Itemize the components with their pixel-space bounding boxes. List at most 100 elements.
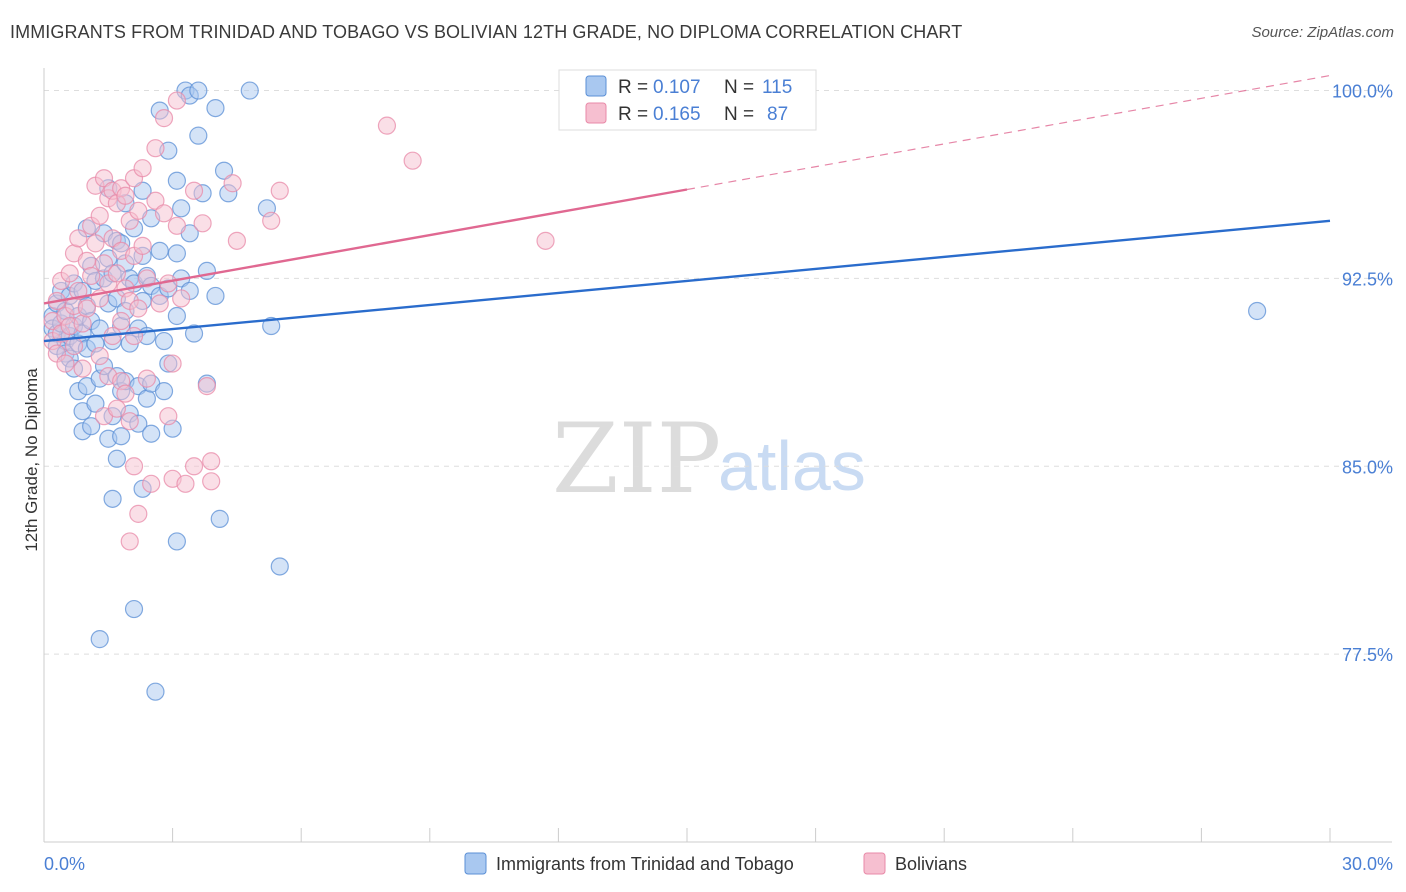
pink-point	[116, 384, 135, 403]
pink-point	[227, 231, 246, 250]
pink-point	[142, 474, 161, 493]
legend-n-value-blue: 115	[762, 77, 792, 98]
bottom-legend-label-pink: Bolivians	[895, 854, 967, 874]
blue-point	[107, 449, 126, 468]
pink-point	[133, 236, 152, 255]
bottom-legend-swatch-pink	[863, 852, 886, 875]
blue-point	[154, 382, 174, 401]
pink-point	[154, 109, 174, 128]
watermark-atlas: atlas	[718, 427, 866, 505]
pink-point	[197, 377, 216, 396]
pink-point	[129, 201, 148, 220]
pink-point	[167, 216, 186, 235]
pink-point	[184, 181, 204, 200]
x-tick-label-min: 0.0%	[44, 854, 85, 874]
y-tick-label: 77.5%	[1342, 645, 1393, 665]
legend-r-label-pink: R =	[618, 104, 648, 125]
legend-r-value-blue: 0.107	[653, 77, 701, 98]
pink-trend-line	[43, 188, 688, 305]
blue-trend-line	[43, 219, 1331, 343]
pink-point	[129, 504, 148, 523]
pink-point	[69, 281, 88, 301]
blue-point	[214, 161, 234, 180]
blue-point	[189, 126, 208, 145]
pink-point	[129, 299, 148, 318]
blue-point	[103, 489, 122, 508]
pink-point	[163, 354, 182, 373]
pink-point	[202, 452, 221, 471]
watermark-zip: ZIP	[552, 403, 721, 515]
blue-point	[210, 509, 229, 528]
pink-point	[172, 289, 191, 308]
blue-point	[262, 316, 281, 336]
pink-point	[184, 457, 204, 476]
bottom-legend-label-blue: Immigrants from Trinidad and Tobago	[496, 854, 794, 874]
pink-point	[64, 336, 84, 356]
legend-swatch-blue	[585, 75, 607, 97]
pink-point	[137, 369, 156, 388]
pink-point	[202, 472, 221, 491]
y-tick-label: 85.0%	[1342, 457, 1393, 477]
pink-point	[90, 206, 109, 225]
blue-point	[124, 599, 144, 619]
pink-point	[176, 474, 195, 493]
blue-point	[206, 286, 225, 306]
grid	[44, 90, 1392, 655]
blue-point	[142, 424, 161, 443]
pink-point	[82, 266, 101, 286]
blue-point	[167, 532, 186, 551]
trend-lines	[43, 74, 1331, 343]
legend-swatch-pink	[585, 102, 607, 124]
pink-point	[159, 407, 178, 426]
watermark: ZIP atlas	[552, 403, 866, 515]
blue-point	[167, 244, 186, 263]
pink-point	[193, 214, 212, 233]
y-tick-labels: 77.5% 85.0% 92.5% 100.0%	[1332, 82, 1393, 666]
pink-point	[86, 234, 105, 253]
legend-n-value-pink: 87	[767, 104, 788, 125]
legend-n-label-blue: N =	[724, 77, 754, 98]
blue-point	[90, 630, 109, 649]
pink-point	[154, 204, 174, 223]
bottom-legend-swatch-blue	[464, 852, 487, 875]
blue-point	[184, 324, 204, 343]
pink-point	[73, 314, 92, 333]
pink-point	[73, 359, 92, 378]
pink-point	[103, 229, 122, 248]
pink-point	[133, 159, 152, 178]
pink-point	[120, 532, 139, 551]
pink-point	[120, 412, 139, 431]
x-tick-label-max: 30.0%	[1342, 854, 1393, 874]
pink-point	[69, 229, 88, 248]
pink-point	[112, 311, 131, 331]
pink-point	[56, 354, 75, 373]
blue-point	[240, 81, 259, 100]
blue-point	[133, 181, 152, 200]
pink-point	[137, 269, 156, 288]
pink-point	[223, 174, 242, 193]
pink-point	[403, 151, 422, 170]
axes	[43, 68, 1392, 843]
blue-point	[1248, 301, 1267, 321]
pink-point	[146, 191, 165, 210]
pink-point	[107, 264, 126, 283]
y-tick-label: 92.5%	[1342, 269, 1393, 289]
blue-point	[167, 306, 186, 326]
pink-point	[146, 139, 165, 158]
blue-point	[112, 427, 131, 446]
blue-point	[137, 389, 156, 408]
blue-point	[172, 199, 191, 218]
pink-point	[90, 346, 109, 366]
chart-title: IMMIGRANTS FROM TRINIDAD AND TOBAGO VS B…	[10, 22, 963, 42]
data-points	[43, 81, 1267, 701]
y-axis-title: 12th Grade, No Diploma	[22, 368, 41, 552]
pink-point	[262, 211, 281, 230]
pink-point	[167, 91, 186, 110]
pink-trend-extension	[686, 74, 1331, 191]
pink-point	[60, 264, 79, 283]
blue-point	[189, 81, 208, 100]
blue-point	[154, 331, 174, 351]
legend-n-label-pink: N =	[724, 104, 754, 125]
pink-point	[124, 457, 144, 476]
